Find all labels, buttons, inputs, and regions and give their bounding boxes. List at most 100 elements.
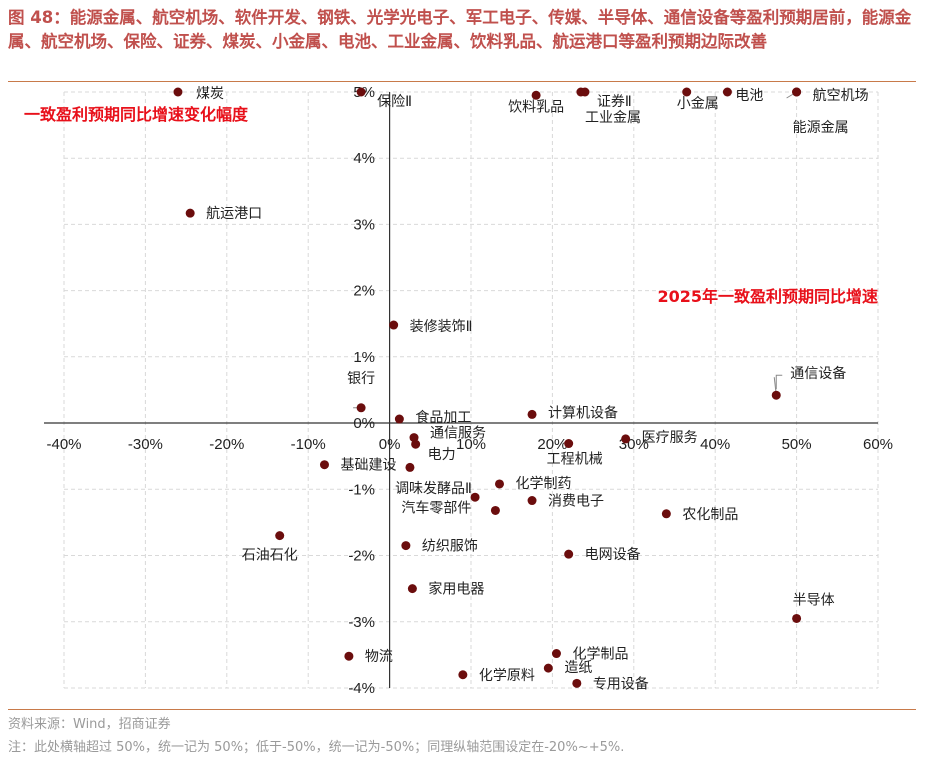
point-12 [356,403,366,413]
gridlines [63,91,879,689]
y-tick-label: 4% [353,150,375,167]
point-label: 工业金属 [585,110,641,126]
point-18 [621,434,631,444]
y-tick-label: 0% [353,415,375,432]
leader-lines [353,91,797,409]
x-tick-label: 60% [863,436,893,453]
x-tick-label: 40% [700,436,730,453]
y-tick-label: -2% [348,548,375,565]
point-label: 造纸 [564,660,592,676]
x-tick-label: -20% [209,436,244,453]
bottom-rule [8,709,916,710]
point-label: 煤炭 [196,86,224,102]
point-35 [572,678,582,688]
point-label: 电力 [428,447,456,463]
point-label: 保险Ⅱ [377,94,412,110]
point-label: 通信服务 [430,426,486,442]
point-label: 调味发酵品Ⅱ [395,481,472,497]
point-label: 航运港口 [206,206,262,222]
data-points [173,87,802,688]
x-axis-title: 2025年一致盈利预期同比增速 [657,287,878,306]
point-28 [564,549,574,559]
point-label: 农化制品 [682,507,738,523]
point-16 [411,439,421,449]
point-label: 消费电子 [548,494,604,510]
y-tick-label: -3% [348,614,375,631]
point-label: 装修装饰Ⅱ [410,319,473,335]
point-label: 银行 [347,371,375,387]
x-tick-label: -30% [128,436,163,453]
point-label: 基础建设 [340,457,396,474]
y-tick-label: 3% [353,216,375,233]
y-tick-label: -1% [348,481,375,498]
point-11 [771,390,781,400]
point-25 [661,509,671,519]
point-label: 化学制药 [515,476,571,492]
point-label: 饮料乳品 [508,99,564,115]
point-label: 计算机设备 [548,404,618,421]
point-8 [792,87,802,97]
point-23 [527,496,537,506]
point-labels: 煤炭保险Ⅱ 饮料乳品 证券Ⅱ工业金属 小金属 电池 航空机场能源金属航运港口装修装饰Ⅱ 通信… [196,86,869,692]
point-27 [401,541,411,551]
point-10 [389,320,399,330]
point-label: 石油石化 [242,548,298,564]
point-6 [722,87,732,97]
point-30 [792,613,802,623]
y-tick-label: 2% [353,283,375,300]
point-19 [319,460,329,470]
point-label: 工程机械 [547,452,603,468]
point-22 [470,492,480,502]
point-13 [394,414,404,424]
point-24 [490,505,500,515]
point-label: 证券Ⅱ [597,94,632,110]
point-label: 通信设备 [790,365,846,382]
point-34 [458,670,468,680]
point-2 [531,90,541,100]
point-label: 汽车零部件 [401,499,471,516]
point-label: 化学原料 [479,668,535,684]
leader-line [775,374,783,390]
y-tick-label: 1% [353,349,375,366]
point-21 [494,479,504,489]
point-31 [344,651,354,661]
point-label: 半导体 [793,592,835,608]
x-tick-label: 50% [782,436,812,453]
point-29 [407,584,417,594]
point-14 [527,409,537,419]
point-17 [564,439,574,449]
point-label: 化学制品 [572,647,628,663]
point-label: 医疗服务 [642,430,698,446]
point-label: 电池 [735,88,763,104]
point-label: 纺织服饰 [422,539,478,555]
axes [44,92,878,688]
point-1 [356,87,366,97]
y-tick-label: -4% [348,680,375,697]
x-tick-label: -10% [291,436,326,453]
point-9 [185,208,195,218]
point-label: 能源金属 [793,120,849,136]
point-label: 食品加工 [415,409,471,426]
tick-labels: -40% -30% -20% -10% 0% 10% 20% 30% 40% 50% 60%-4%-… [46,84,893,697]
point-4 [580,87,590,97]
x-tick-label: 0% [379,436,401,453]
point-0 [173,87,183,97]
point-label: 航空机场 [813,88,869,104]
point-5 [682,87,692,97]
y-axis-title: 一致盈利预期同比增速变化幅度 [24,105,249,124]
point-unlabeled [405,462,415,472]
figure-title: 图 48：能源金属、航空机场、软件开发、钢铁、光学光电子、军工电子、传媒、半导体… [8,8,912,51]
x-tick-label: 10% [456,436,486,453]
point-label: 物流 [365,649,393,665]
top-rule [8,81,916,82]
point-33 [543,663,553,673]
point-32 [551,649,561,659]
point-label: 家用电器 [428,581,484,598]
point-label: 小金属 [677,96,719,112]
x-tick-label: -40% [46,436,81,453]
point-label: 专用设备 [593,675,649,692]
point-label: 电网设备 [585,546,641,563]
point-26 [275,531,285,541]
x-tick-label: 20% [537,436,567,453]
